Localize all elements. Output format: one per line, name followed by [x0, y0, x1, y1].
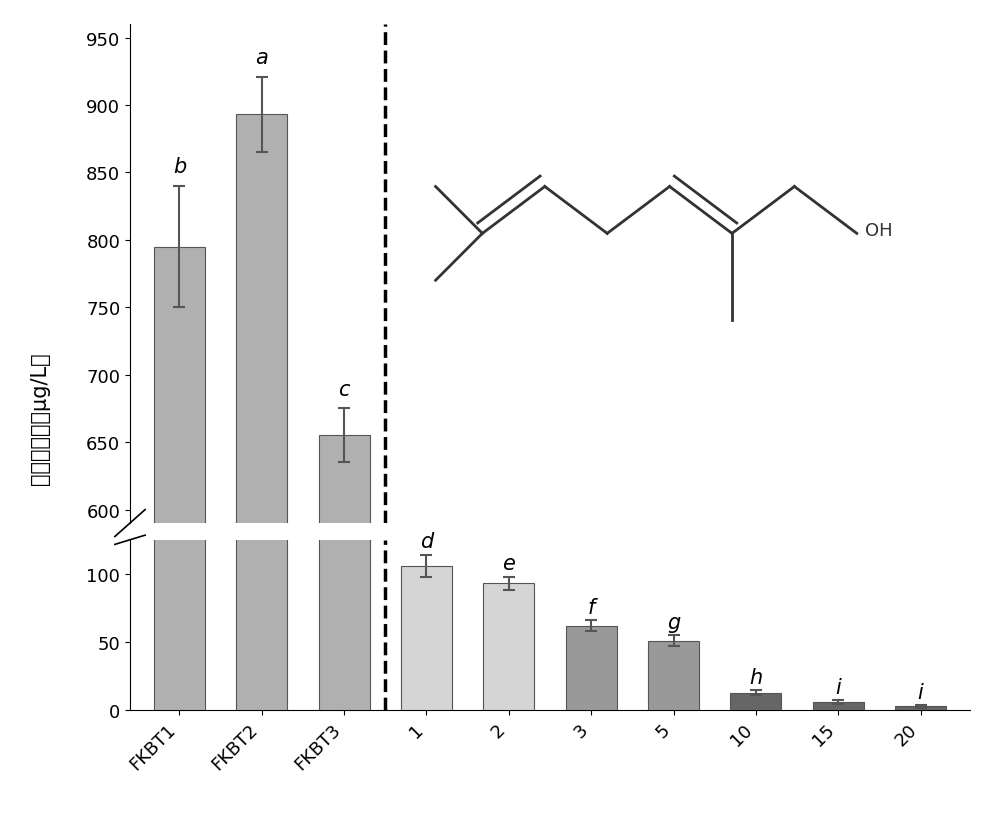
- Bar: [730, 693, 781, 711]
- Text: OH: OH: [865, 222, 892, 240]
- Bar: [236, 115, 287, 836]
- Text: e: e: [502, 553, 515, 573]
- Bar: [648, 641, 699, 711]
- Bar: [483, 584, 534, 711]
- Bar: [813, 702, 864, 711]
- Text: g: g: [667, 612, 680, 632]
- Bar: [895, 706, 946, 711]
- Text: i: i: [918, 682, 923, 701]
- Bar: [319, 436, 370, 836]
- Bar: [566, 626, 617, 711]
- Text: 香叶醇浓度（μg/L）: 香叶醇浓度（μg/L）: [30, 352, 50, 484]
- Bar: [401, 566, 452, 711]
- Text: a: a: [255, 48, 268, 69]
- Bar: [319, 0, 370, 711]
- Text: b: b: [173, 157, 186, 177]
- Text: h: h: [749, 667, 763, 686]
- Bar: [154, 247, 205, 836]
- Text: f: f: [587, 597, 595, 617]
- Bar: [154, 0, 205, 711]
- Bar: [236, 0, 287, 711]
- Text: d: d: [420, 532, 433, 552]
- Text: c: c: [338, 380, 350, 400]
- Text: i: i: [835, 677, 841, 697]
